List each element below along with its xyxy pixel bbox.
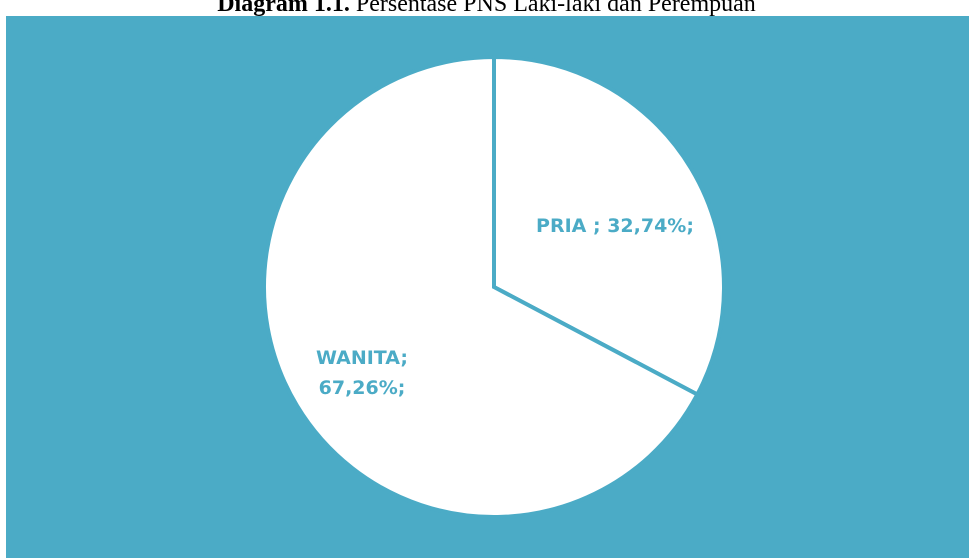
- pie-label-line: PRIA ; 32,74%;: [536, 215, 694, 237]
- pie-slice-wanita: [262, 54, 701, 519]
- pie-labels: PRIA ; 32,74%; WANITA; 67,26%;: [316, 215, 694, 399]
- chart-title-text: Persentase PNS Laki-laki dan Perempuan: [349, 0, 756, 17]
- pie-label-line: WANITA;: [316, 347, 408, 369]
- pie-label-line: 67,26%;: [319, 377, 406, 399]
- chart-title-number: Diagram 1.1.: [217, 0, 350, 17]
- pie-slices: [262, 54, 726, 519]
- pie-label-pria: PRIA ; 32,74%;: [536, 215, 694, 237]
- chart-panel: PRIA ; 32,74%; WANITA; 67,26%;: [6, 16, 969, 558]
- chart-title: Diagram 1.1. Persentase PNS Laki-laki da…: [0, 0, 973, 16]
- pie-chart: PRIA ; 32,74%; WANITA; 67,26%;: [262, 54, 726, 519]
- pie-slice-pria: [492, 54, 726, 398]
- pie-label-wanita: WANITA; 67,26%;: [316, 347, 408, 399]
